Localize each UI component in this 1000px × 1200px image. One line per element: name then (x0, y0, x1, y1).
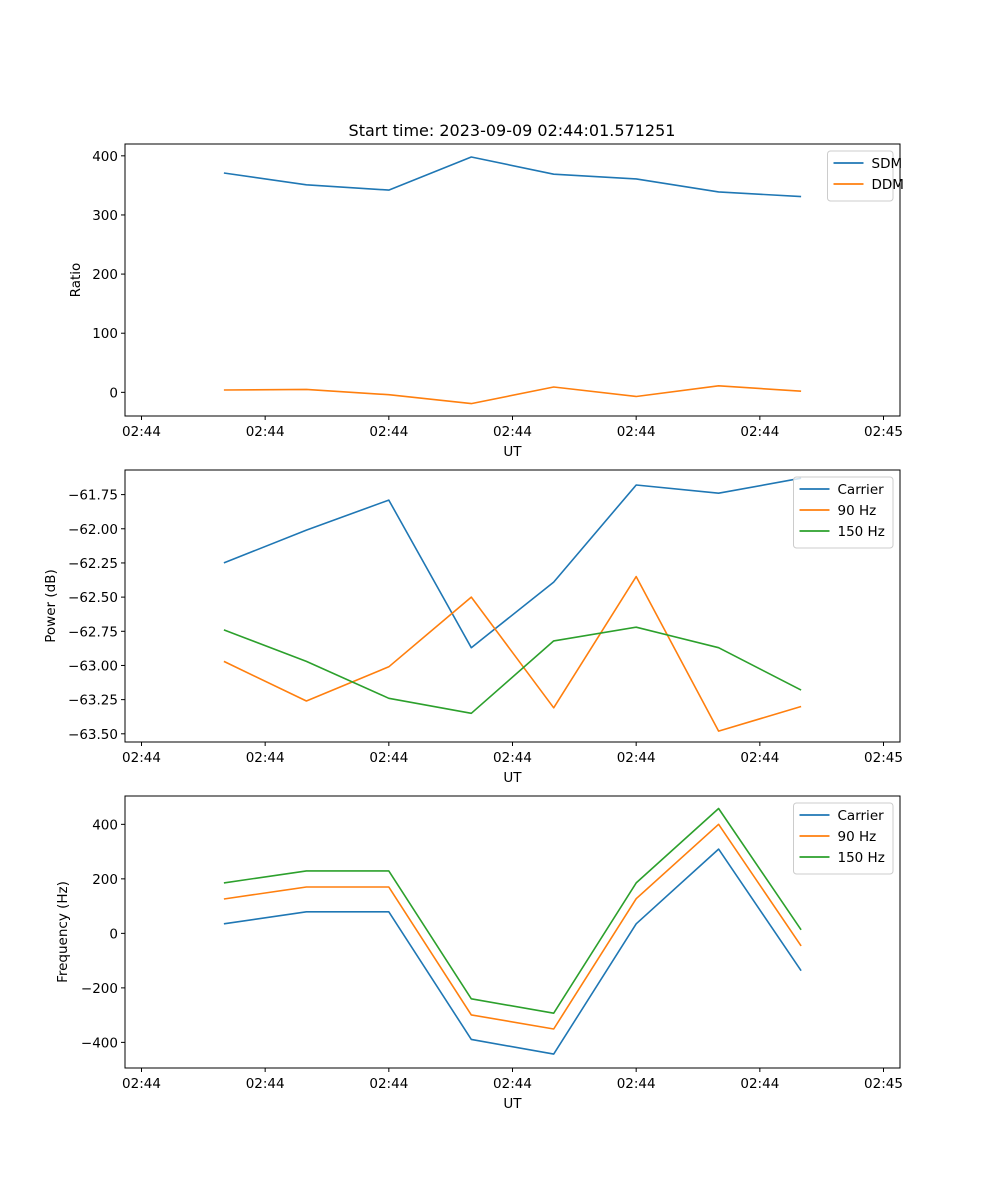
y-tick-label: −400 (81, 1035, 118, 1051)
legend: SDM DDM (827, 150, 904, 202)
series-line-150-hz (223, 807, 802, 1015)
y-tick-label: −200 (81, 981, 118, 997)
axes-frame (124, 795, 901, 1069)
axes-frame (124, 469, 901, 743)
subplot-3: 02:44 02:44 02:44 02:44 02:44 02:44 02:45 −400 −… (55, 795, 903, 1112)
x-axis-label: UT (503, 1096, 522, 1112)
x-tick-label: 02:44 (493, 424, 532, 440)
x-tick-label: 02:44 (740, 750, 779, 766)
x-tick-label: 02:44 (246, 424, 285, 440)
x-tick-label: 02:44 (122, 750, 161, 766)
legend-label: 90 Hz (838, 829, 877, 845)
x-tick-label: 02:44 (740, 424, 779, 440)
legend-label: 150 Hz (838, 850, 885, 866)
subplot-2: 02:44 02:44 02:44 02:44 02:44 02:44 02:45 −63.5… (43, 469, 903, 786)
y-tick-label: −62.50 (68, 590, 118, 606)
legend-label: Carrier (838, 482, 885, 498)
y-tick-label: 0 (109, 385, 118, 401)
x-tick-label: 02:44 (493, 1076, 532, 1092)
y-tick-label: −63.00 (68, 658, 118, 674)
axes-frame (124, 143, 901, 417)
x-tick-label: 02:44 (493, 750, 532, 766)
x-tick-label: 02:44 (122, 424, 161, 440)
legend-label: SDM (872, 156, 903, 172)
x-tick-label: 02:44 (246, 1076, 285, 1092)
x-tick-label: 02:45 (864, 424, 903, 440)
legend-label: 150 Hz (838, 524, 885, 540)
x-tick-label: 02:44 (369, 1076, 408, 1092)
y-tick-label: −62.75 (68, 624, 118, 640)
series-line-carrier (223, 477, 802, 649)
y-tick-label: 400 (92, 817, 118, 833)
x-tick-label: 02:44 (122, 1076, 161, 1092)
series-line-sdm (223, 156, 802, 198)
series-line-carrier (223, 848, 802, 1055)
y-tick-label: 200 (92, 872, 118, 888)
x-tick-label: 02:45 (864, 750, 903, 766)
x-tick-label: 02:44 (617, 424, 656, 440)
legend-label: Carrier (838, 808, 885, 824)
legend-label: DDM (872, 177, 904, 193)
y-tick-label: −61.75 (68, 488, 118, 504)
x-tick-label: 02:44 (617, 1076, 656, 1092)
y-axis-label: Ratio (68, 263, 84, 298)
x-tick-label: 02:44 (369, 750, 408, 766)
x-tick-label: 02:44 (617, 750, 656, 766)
x-tick-label: 02:45 (864, 1076, 903, 1092)
x-axis-label: UT (503, 770, 522, 786)
y-tick-label: −63.50 (68, 727, 118, 743)
subplot-1: 02:44 02:44 02:44 02:44 02:44 02:44 02:45 0 100 2… (68, 143, 904, 460)
x-tick-label: 02:44 (246, 750, 285, 766)
y-axis-label: Frequency (Hz) (55, 881, 71, 983)
y-axis-label: Power (dB) (43, 569, 59, 642)
legend-label: 90 Hz (838, 503, 877, 519)
y-tick-label: 100 (92, 326, 118, 342)
x-tick-label: 02:44 (740, 1076, 779, 1092)
y-tick-label: 0 (109, 926, 118, 942)
y-tick-label: −62.25 (68, 556, 118, 572)
legend: Carrier 90 Hz 150 Hz (793, 802, 894, 875)
y-tick-label: −63.25 (68, 693, 118, 709)
series-line-90-hz (223, 575, 802, 732)
x-axis-label: UT (503, 444, 522, 460)
series-line-ddm (223, 384, 802, 405)
y-tick-label: 400 (92, 149, 118, 165)
series-line-150-hz (223, 626, 802, 715)
x-tick-label: 02:44 (369, 424, 408, 440)
figure-title: Start time: 2023-09-09 02:44:01.571251 (349, 121, 676, 140)
y-tick-label: 300 (92, 208, 118, 224)
y-tick-label: 200 (92, 267, 118, 283)
y-tick-label: −62.00 (68, 522, 118, 538)
legend: Carrier 90 Hz 150 Hz (793, 476, 894, 549)
series-line-90-hz (223, 823, 802, 1030)
